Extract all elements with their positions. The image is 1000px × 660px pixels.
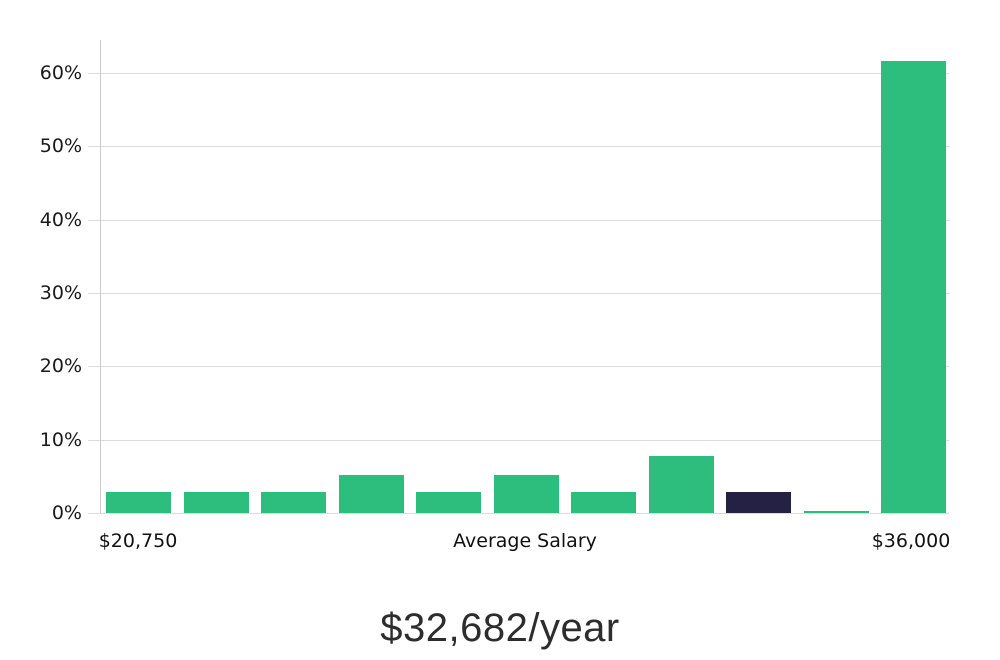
x-axis-label-min-salary: $20,750 [98, 530, 178, 552]
y-tick-label-60%: 60% [39, 62, 82, 84]
bar [494, 475, 559, 513]
x-axis-label-average-salary: Average Salary [453, 530, 597, 552]
bar [649, 456, 714, 513]
gridline-30% [88, 293, 949, 294]
gridline-50% [88, 146, 949, 148]
bar-highlight [726, 492, 791, 513]
gridline-0% [88, 513, 949, 514]
bar [184, 492, 249, 513]
average-salary-title: $32,682/year [380, 606, 620, 650]
y-tick-label-30%: 30% [39, 282, 82, 304]
y-tick-label-10%: 10% [39, 428, 82, 451]
gridline-10% [88, 439, 949, 441]
x-axis-label-max-salary: $36,000 [871, 530, 951, 552]
bar [339, 475, 404, 513]
gridline-20% [88, 366, 949, 368]
bar [804, 511, 869, 513]
bar [261, 492, 326, 513]
gridline-60% [88, 73, 949, 74]
y-tick-label-50%: 50% [39, 135, 82, 158]
bar [416, 492, 481, 513]
y-tick-label-0%: 0% [51, 502, 82, 524]
y-tick-label-20%: 20% [39, 355, 82, 378]
y-tick-label-40%: 40% [39, 208, 82, 231]
bar [881, 61, 946, 513]
gridline-40% [88, 219, 949, 221]
bar [106, 492, 171, 513]
y-axis-line [100, 40, 101, 513]
bar [571, 492, 636, 513]
